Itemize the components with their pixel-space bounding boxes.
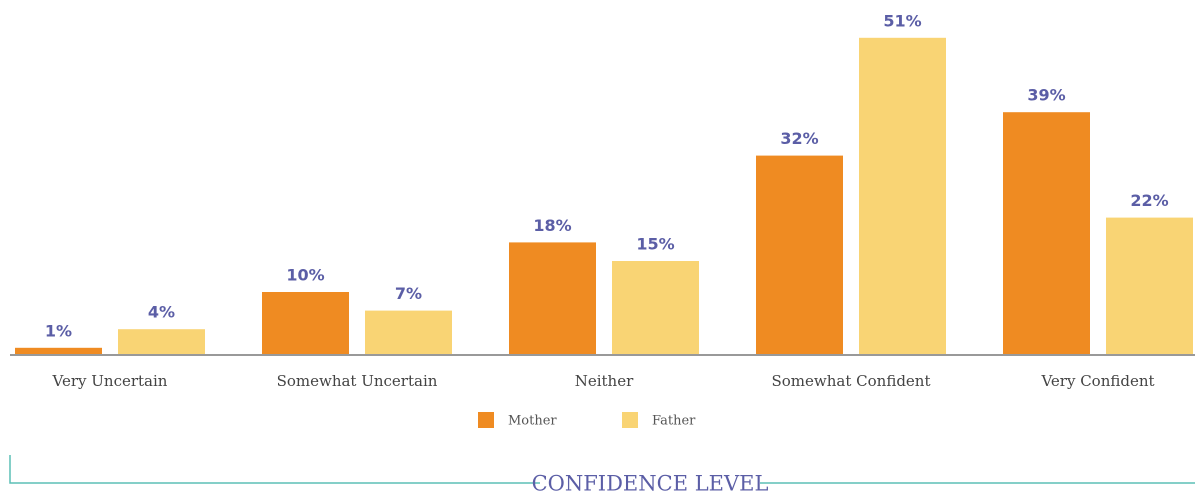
data-label: 22%: [1130, 191, 1168, 210]
x-tick-label: Very Confident: [1040, 372, 1154, 390]
legend-label: Mother: [508, 414, 557, 429]
data-label: 4%: [148, 303, 175, 322]
data-label: 32%: [780, 129, 818, 148]
bar: [612, 261, 699, 354]
bar: [1106, 217, 1193, 354]
legend-label: Father: [652, 414, 696, 429]
data-label: 18%: [533, 216, 571, 235]
x-tick-label: Somewhat Uncertain: [277, 372, 438, 390]
x-tick-label: Neither: [575, 372, 634, 390]
bar: [262, 292, 349, 354]
data-label: 15%: [636, 235, 674, 254]
bar: [365, 310, 452, 354]
bar: [15, 347, 102, 354]
x-axis-title: CONFIDENCE LEVEL: [532, 472, 769, 496]
x-tick-label: Somewhat Confident: [772, 372, 931, 390]
data-label: 39%: [1027, 86, 1065, 105]
data-label: 10%: [286, 266, 324, 285]
bar: [756, 155, 843, 354]
bar: [1003, 112, 1090, 354]
bar: [118, 329, 205, 354]
bar: [509, 242, 596, 354]
axis-bracket: [9, 455, 540, 484]
x-tick-label: Very Uncertain: [52, 372, 168, 390]
data-label: 51%: [883, 11, 921, 30]
data-label: 7%: [395, 284, 422, 303]
legend-swatch: [478, 412, 494, 428]
bar: [859, 37, 946, 355]
legend-swatch: [622, 412, 638, 428]
data-label: 1%: [45, 321, 72, 340]
